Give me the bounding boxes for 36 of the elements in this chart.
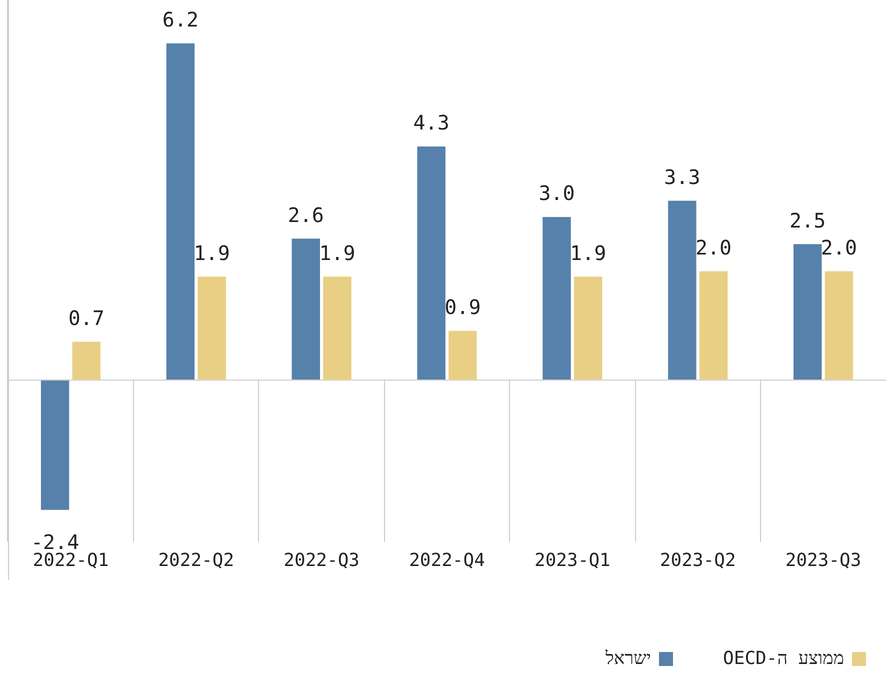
x-tick-label: 2022-Q4 [409,550,485,571]
bar [72,342,101,380]
bar [699,271,728,380]
data-label: 3.0 [538,181,575,206]
bar [40,380,70,510]
bar [793,244,822,380]
x-tick-label: 2022-Q3 [284,550,360,571]
data-label: 2.0 [820,235,858,260]
bar [417,146,446,380]
data-label: 6.2 [162,8,199,32]
x-tick-label: 2022-Q1 [32,550,109,571]
bar [668,200,696,380]
bar [824,271,854,380]
data-label: 2.5 [790,208,826,232]
data-label: 4.3 [413,110,450,135]
data-label: 2.6 [288,202,324,227]
x-tick-label: 2023-Q2 [660,550,736,571]
legend-label: ממוצע ה-OECD [723,648,844,669]
bar [166,43,195,380]
bar [542,216,571,380]
data-label: 3.3 [664,164,700,189]
bar [574,276,602,380]
bar [448,330,477,380]
data-label: 1.9 [319,240,356,265]
data-label: 0.7 [68,306,104,330]
bar [198,276,226,380]
data-label: 1.9 [194,240,230,265]
bar [323,276,352,380]
x-tick-label: 2023-Q1 [534,550,610,571]
data-label: 2.0 [695,235,732,260]
x-tick-label: 2023-Q3 [785,550,862,571]
bar [292,238,320,380]
legend-label: ישראל [606,648,652,669]
x-tick-label: 2022-Q2 [158,550,234,571]
data-label: 1.9 [570,240,606,265]
data-label: 0.9 [444,295,481,320]
